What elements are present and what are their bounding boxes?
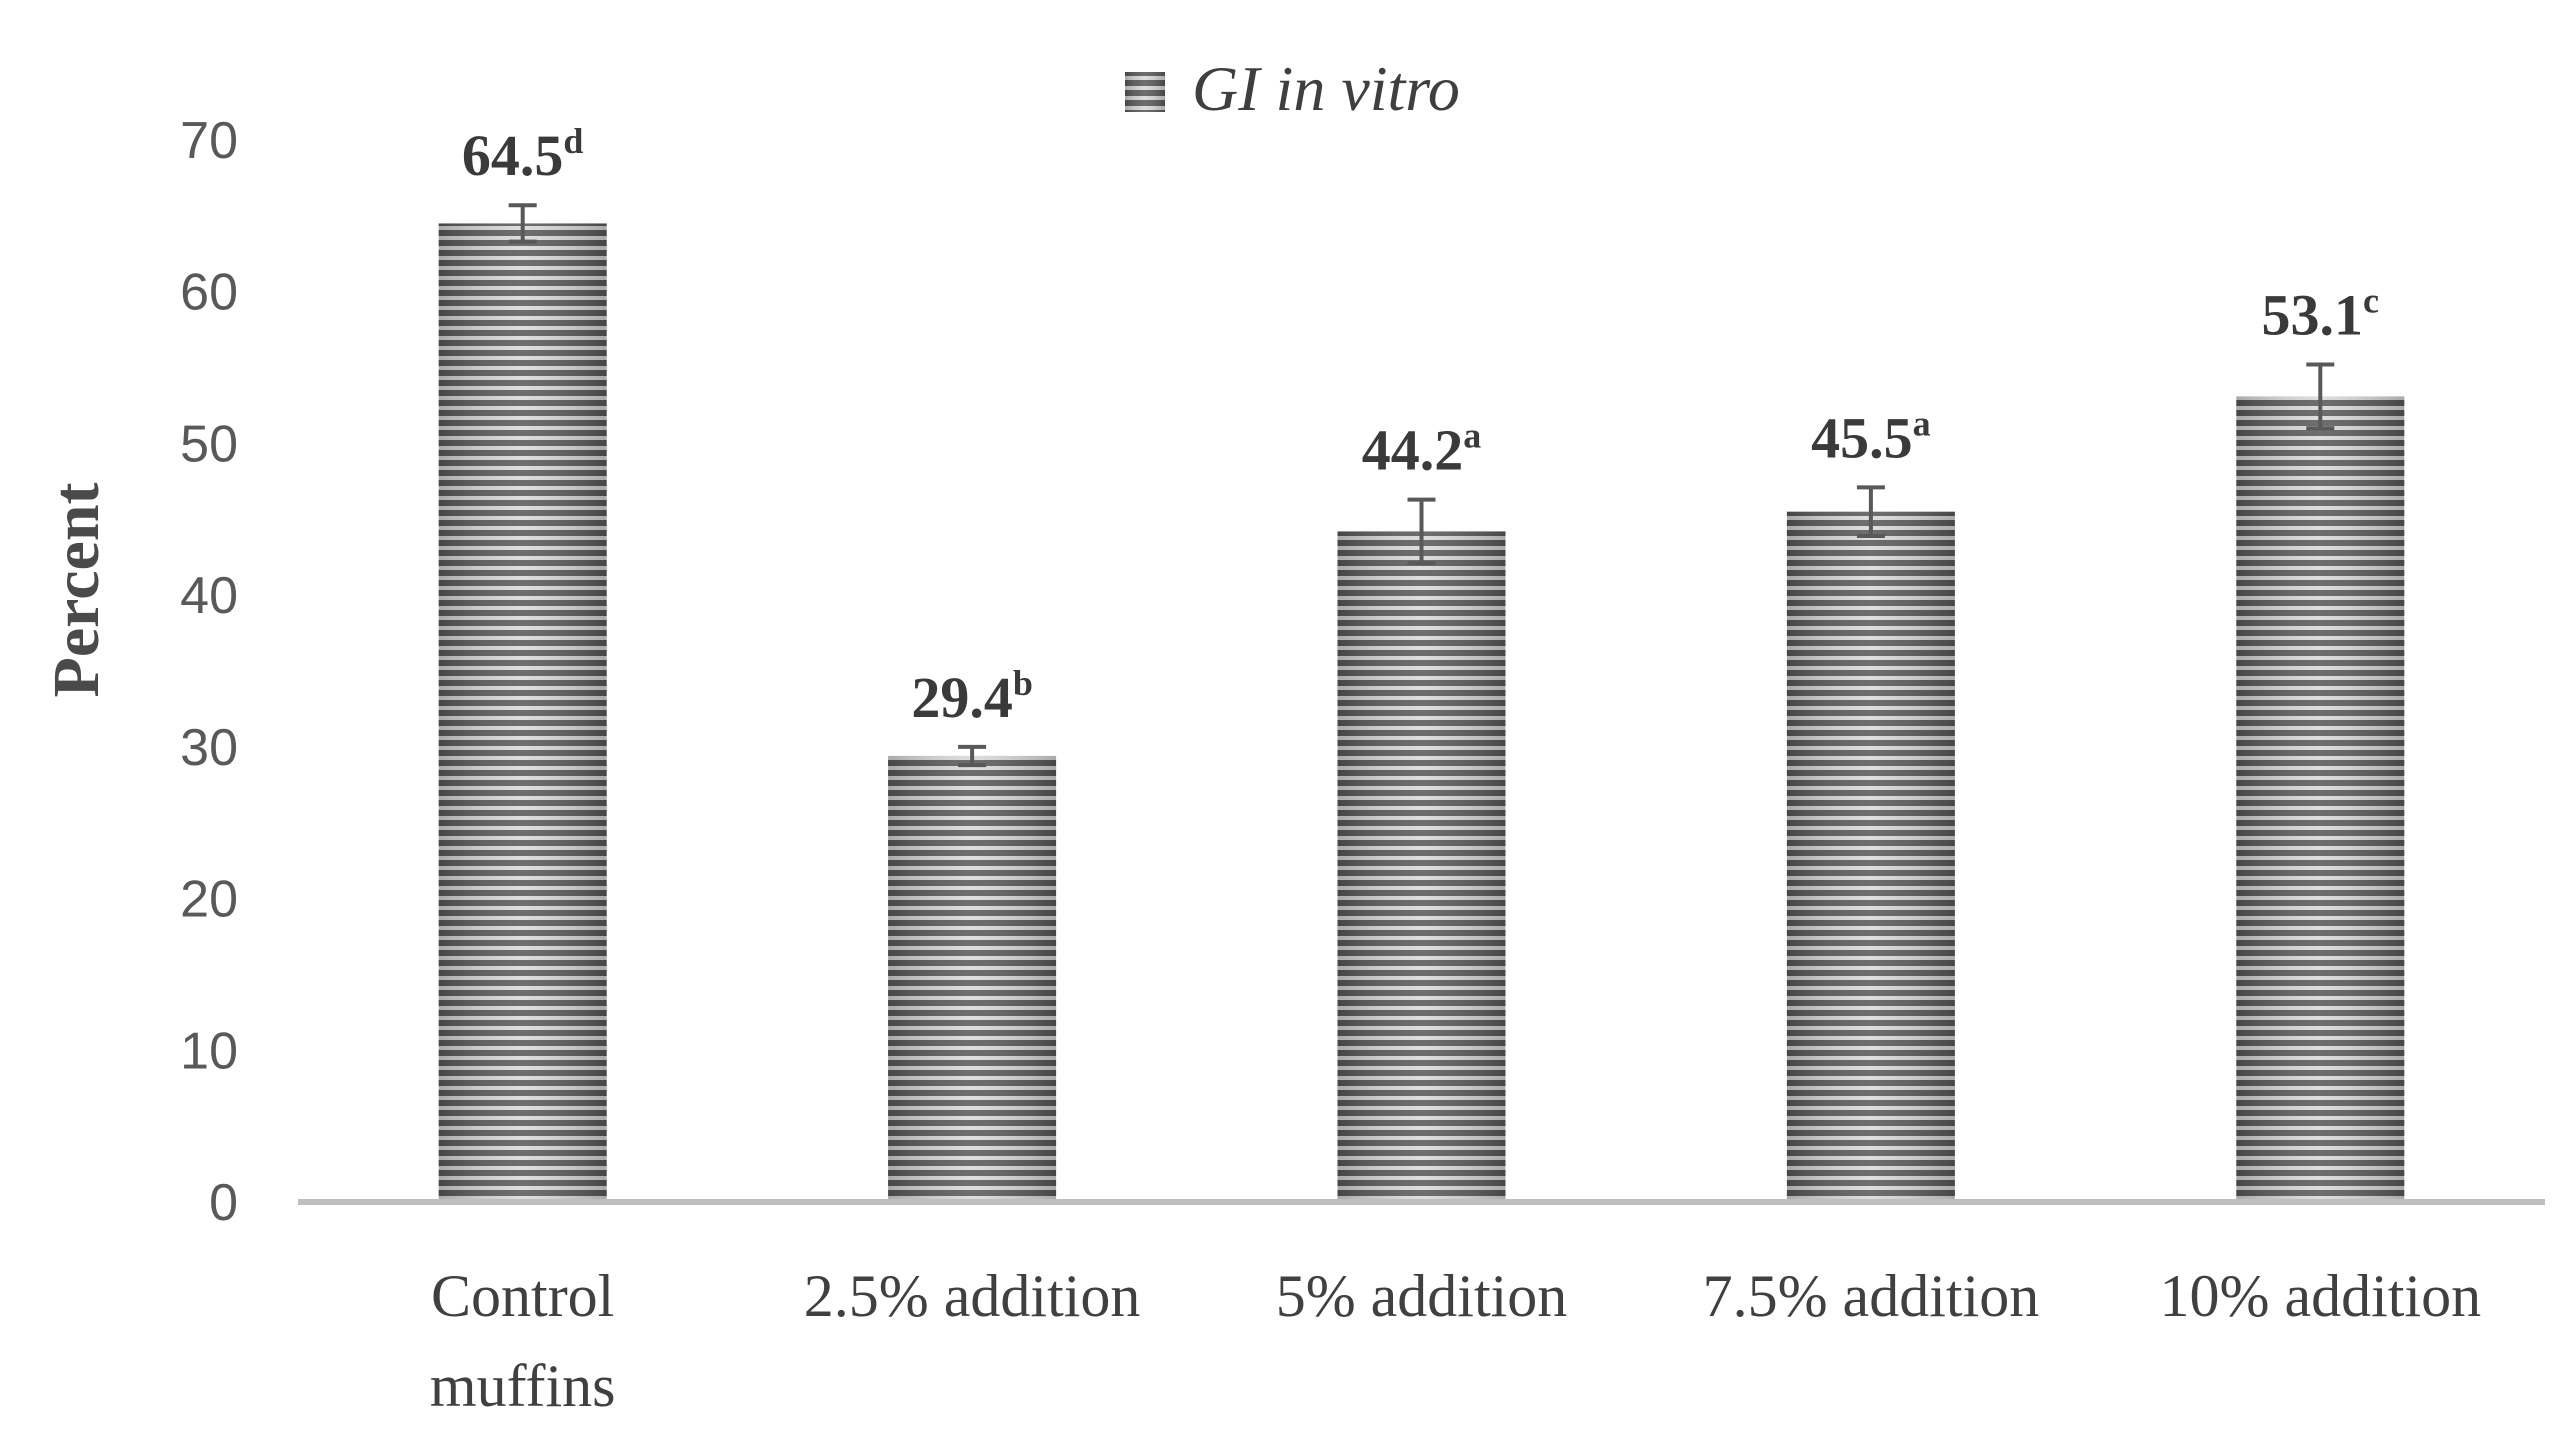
data-label-superscript: d [563,121,583,161]
data-label: 64.5d [462,121,584,188]
error-bar [508,203,537,244]
data-label-superscript: b [1013,663,1033,703]
legend-swatch-shade [1125,72,1165,112]
x-tick-label: Control [431,1263,614,1329]
data-label-superscript: c [2363,281,2379,321]
x-tick-label: 7.5% addition [1703,1263,2040,1329]
y-tick-label: 20 [180,871,238,929]
data-label: 53.1c [2262,281,2380,348]
data-label-superscript: a [1913,403,1931,443]
legend: GI in vitro [1125,53,1460,124]
y-tick-label: 10 [180,1022,238,1080]
x-tick-label: 2.5% addition [804,1263,1141,1329]
error-bar [1856,485,1885,538]
bar [1337,531,1506,1202]
data-label: 44.2a [1362,416,1482,483]
x-tick-label: 5% addition [1276,1263,1568,1329]
data-label: 29.4b [911,663,1033,730]
data-labels: 64.5d 29.4b 44.2a 45.5a 53.1c [462,121,2379,730]
y-tick-label: 50 [180,415,238,473]
error-bar [2306,362,2335,431]
bar [888,755,1057,1202]
y-tick-label: 60 [180,264,238,322]
y-tick-label: 30 [180,719,238,777]
legend-label: GI in vitro [1192,53,1460,124]
data-label: 45.5a [1811,403,1931,470]
bars [438,223,2405,1202]
error-bars [508,203,2335,768]
error-bar [958,744,987,768]
x-axis: Control muffins 2.5% addition 5% addition 7.… [430,1263,2481,1419]
bar [2236,396,2405,1202]
bar [1786,511,1955,1202]
error-bar [1407,497,1436,566]
bar [438,223,607,1202]
y-tick-label: 40 [180,567,238,625]
y-axis: 0 10 20 30 40 50 60 70 [180,112,238,1232]
x-tick-label: muffins [430,1353,616,1419]
y-tick-label: 0 [209,1174,238,1232]
y-axis-title: Percent [40,482,113,697]
x-tick-label: 10% addition [2159,1263,2481,1329]
data-label-superscript: a [1463,416,1481,456]
y-tick-label: 70 [180,112,238,170]
